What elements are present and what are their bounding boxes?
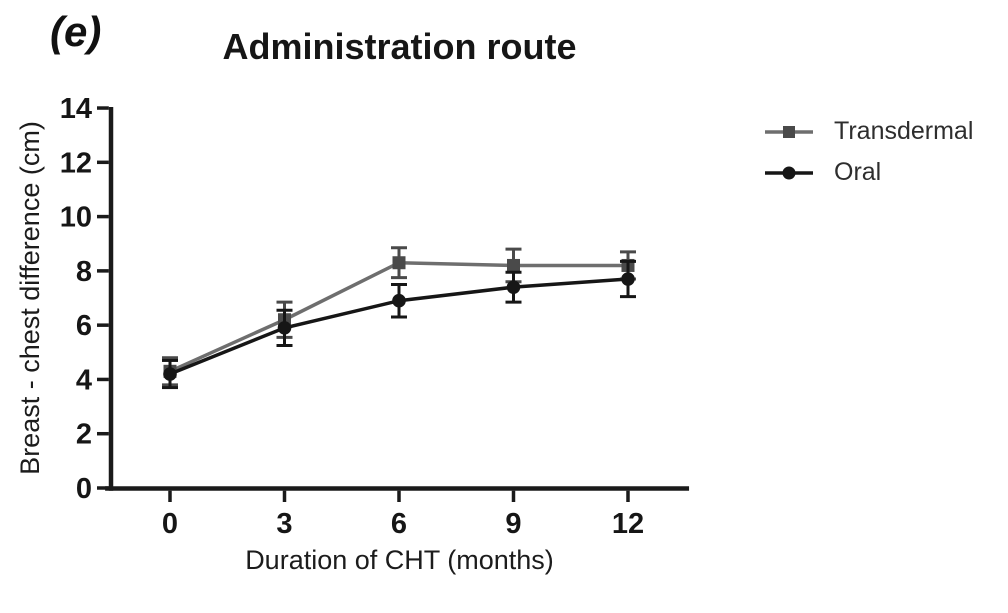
svg-text:0: 0	[162, 508, 178, 540]
y-axis-label: Breast - chest difference (cm)	[15, 121, 45, 475]
legend-entry-transdermal: Transdermal	[764, 117, 973, 146]
svg-text:0: 0	[76, 473, 92, 505]
svg-text:10: 10	[60, 202, 92, 234]
chart-title: Administration route	[222, 26, 577, 67]
legend-entry-oral: Oral	[764, 158, 973, 187]
svg-text:2: 2	[76, 419, 92, 451]
svg-text:6: 6	[76, 310, 92, 342]
svg-text:9: 9	[505, 508, 521, 540]
svg-text:12: 12	[612, 508, 644, 540]
svg-text:4: 4	[76, 364, 92, 396]
svg-text:12: 12	[60, 147, 92, 179]
oral-series-swatch-icon	[765, 166, 813, 179]
x-axis-label: Duration of CHT (months)	[245, 545, 554, 575]
svg-text:8: 8	[76, 256, 92, 288]
svg-text:14: 14	[60, 93, 92, 125]
transdermal-series-swatch-icon	[765, 125, 813, 138]
legend-label: Oral	[834, 158, 882, 186]
panel-label: (e)	[50, 8, 102, 55]
svg-text:3: 3	[276, 508, 292, 540]
legend: Transdermal Oral	[764, 117, 973, 187]
legend-label: Transdermal	[834, 117, 974, 145]
svg-text:6: 6	[391, 508, 407, 540]
